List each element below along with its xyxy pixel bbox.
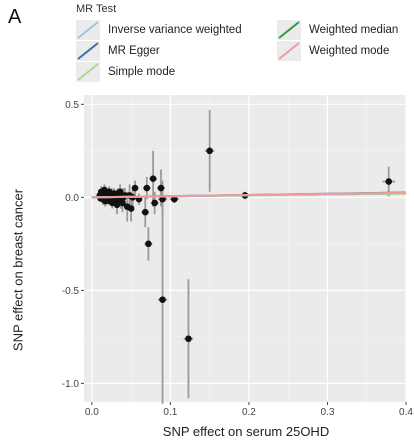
legend-key-ivw [76, 20, 100, 40]
data-point [119, 199, 126, 207]
legend-item-weighted-median: Weighted median [277, 19, 398, 41]
y-tick-label: -0.5 [62, 286, 80, 297]
data-point [157, 184, 165, 192]
legend-item-weighted-mode: Weighted mode [277, 40, 389, 62]
data-point [185, 335, 192, 343]
legend-key-weighted-mode [277, 41, 301, 61]
data-point [385, 178, 393, 185]
legend-item-simple-mode: Simple mode [76, 61, 175, 83]
data-point [127, 205, 135, 212]
data-point [131, 184, 139, 192]
legend-line-weighted-mode [278, 42, 300, 60]
legend-key-weighted-median [277, 20, 301, 40]
panel-label: A [8, 6, 22, 28]
legend-label-ivw: Inverse variance weighted [108, 24, 242, 36]
data-point [159, 195, 166, 203]
data-point [206, 147, 213, 155]
legend-label-simple-mode: Simple mode [108, 66, 176, 78]
data-point [149, 175, 157, 183]
x-tick-label: 0.4 [399, 407, 413, 418]
legend-key-simple-mode [76, 62, 100, 82]
data-point [171, 195, 178, 203]
legend-line-weighted-median [278, 21, 300, 39]
y-tick-label: -1.0 [62, 379, 80, 390]
legend-label-weighted-median: Weighted median [309, 24, 399, 36]
data-point [159, 296, 166, 303]
x-tick-label: 0.0 [85, 407, 99, 418]
legend-line-simple-mode [77, 63, 99, 81]
legend-title: MR Test [76, 3, 117, 15]
legend-item-ivw: Inverse variance weighted [76, 19, 242, 41]
mr-line [91, 191, 407, 199]
x-tick-label: 0.3 [321, 407, 335, 418]
legend-line-ivw [77, 21, 99, 39]
y-tick-label: 0.5 [65, 100, 79, 111]
x-tick-label: 0.2 [242, 407, 256, 418]
legend-line-mr-egger [77, 42, 99, 60]
legend-label-weighted-mode: Weighted mode [309, 45, 390, 57]
legend-label-mr-egger: MR Egger [108, 45, 160, 57]
legend-key-mr-egger [76, 41, 100, 61]
legend-item-mr-egger: MR Egger [76, 40, 160, 62]
x-tick-label: 0.1 [163, 407, 177, 418]
plot-panel [84, 95, 406, 402]
data-point [151, 199, 158, 207]
y-tick-label: 0.0 [65, 193, 79, 204]
x-axis-label: SNP effect on serum 25OHD [162, 424, 330, 439]
data-point [143, 184, 151, 192]
y-axis-label: SNP effect on breast cancer [10, 188, 26, 352]
data-point [141, 208, 149, 216]
data-point [145, 240, 152, 248]
